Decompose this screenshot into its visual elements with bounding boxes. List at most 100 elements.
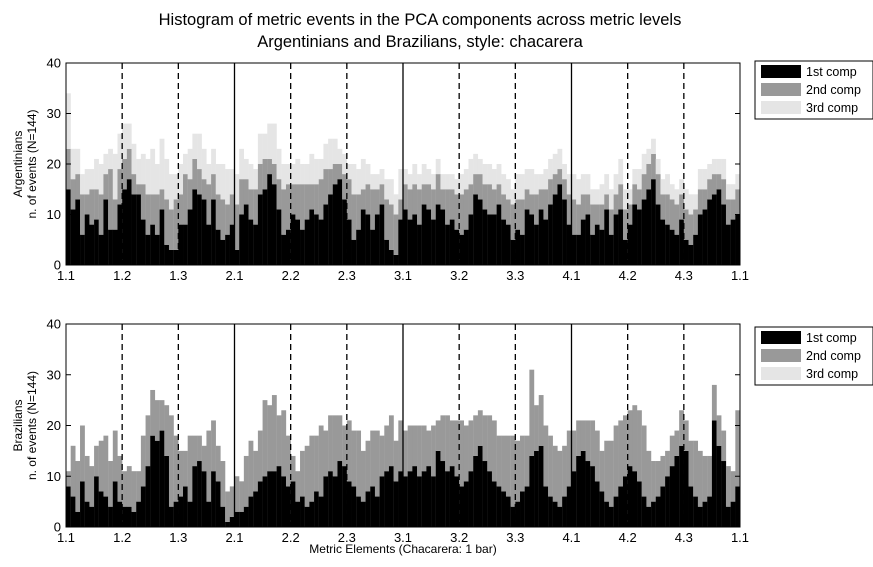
bar-3rd-comp-73 (407, 174, 413, 190)
bar-1st-comp-97 (520, 491, 525, 527)
bar-1st-comp-28 (197, 194, 202, 265)
bar-2nd-comp-108 (571, 430, 577, 472)
bar-1st-comp-138 (711, 420, 717, 528)
x-tick-label: 1.1 (731, 530, 749, 545)
bar-1st-comp-123 (641, 199, 647, 265)
bar-2nd-comp-59 (342, 425, 347, 467)
bar-1st-comp-49 (295, 219, 301, 265)
bar-3rd-comp-79 (435, 158, 441, 175)
bar-3rd-comp-30 (206, 164, 212, 185)
bar-3rd-comp-135 (697, 169, 703, 190)
bar-2nd-comp-23 (173, 435, 179, 502)
bar-1st-comp-53 (314, 214, 319, 265)
bar-2nd-comp-110 (580, 420, 586, 451)
bar-3rd-comp-77 (426, 169, 432, 185)
bar-2nd-comp-17 (145, 194, 151, 235)
bar-2nd-comp-131 (679, 194, 684, 220)
bar-3rd-comp-55 (323, 143, 329, 170)
bar-2nd-comp-75 (417, 425, 422, 477)
bar-2nd-comp-24 (178, 194, 184, 225)
bar-3rd-comp-36 (234, 174, 240, 205)
bar-2nd-comp-42 (262, 158, 268, 190)
bar-3rd-comp-25 (183, 153, 188, 175)
bar-2nd-comp-124 (646, 164, 652, 190)
bar-1st-comp-39 (248, 496, 254, 527)
bar-3rd-comp-141 (725, 184, 731, 200)
argentinians-panel: 0 10 20 30 40 1.1 1.2 1.3 2.1 2.2 2.3 3.1 3.2 3.3 4.1 4… (11, 56, 873, 283)
bar-2nd-comp-82 (449, 420, 455, 467)
bar-1st-comp-122 (637, 481, 642, 527)
bar-1st-comp-110 (580, 219, 586, 265)
bar-3rd-comp-15 (136, 158, 142, 185)
bar-2nd-comp-4 (84, 455, 90, 502)
bar-1st-comp-129 (669, 466, 675, 527)
bar-3rd-comp-121 (632, 169, 638, 185)
bar-1st-comp-15 (136, 194, 142, 265)
bar-1st-comp-56 (328, 471, 333, 528)
bar-1st-comp-108 (571, 234, 577, 265)
bar-2nd-comp-40 (253, 189, 259, 225)
bar-2nd-comp-34 (225, 204, 230, 235)
bar-1st-comp-83 (454, 476, 460, 527)
legend-swatch-3rd-comp (761, 367, 801, 380)
bar-2nd-comp-29 (201, 445, 207, 472)
bar-2nd-comp-102 (543, 425, 549, 487)
bar-2nd-comp-94 (505, 435, 511, 497)
y-tick-label: 0 (54, 258, 61, 273)
bar-2nd-comp-99 (529, 194, 535, 215)
bar-2nd-comp-79 (435, 420, 441, 451)
bar-1st-comp-124 (646, 189, 652, 265)
bar-2nd-comp-109 (576, 420, 582, 456)
bar-2nd-comp-137 (707, 179, 713, 200)
bar-3rd-comp-13 (126, 123, 132, 149)
bar-3rd-comp-50 (300, 164, 305, 185)
bar-1st-comp-8 (103, 496, 109, 527)
bar-2nd-comp-20 (159, 189, 165, 210)
bar-2nd-comp-5 (89, 466, 95, 507)
bar-2nd-comp-70 (393, 440, 399, 482)
bar-1st-comp-55 (323, 204, 329, 265)
y-tick-label: 40 (47, 56, 61, 71)
y-tick-label: 0 (54, 520, 61, 535)
bar-2nd-comp-75 (417, 189, 422, 225)
bar-3rd-comp-6 (94, 158, 99, 190)
bar-2nd-comp-41 (257, 164, 263, 195)
bar-1st-comp-35 (229, 516, 235, 527)
bar-1st-comp-104 (552, 501, 558, 528)
bar-2nd-comp-19 (154, 194, 160, 235)
bar-2nd-comp-119 (622, 209, 628, 240)
bar-1st-comp-32 (215, 229, 221, 265)
x-tick-label: 2.3 (338, 530, 356, 545)
bar-1st-comp-57 (332, 476, 338, 527)
chart-title-line-1: Histogram of metric events in the PCA co… (159, 11, 682, 29)
bar-2nd-comp-100 (534, 194, 539, 225)
bar-2nd-comp-118 (618, 420, 624, 487)
legend-label-1st-comp: 1st comp (806, 331, 857, 345)
bar-1st-comp-98 (524, 486, 530, 527)
bar-2nd-comp-57 (332, 164, 338, 185)
bar-1st-comp-9 (108, 229, 113, 265)
bar-2nd-comp-88 (477, 174, 483, 200)
bar-2nd-comp-122 (637, 189, 642, 210)
bar-1st-comp-105 (557, 506, 563, 527)
bar-1st-comp-12 (122, 189, 127, 265)
bar-1st-comp-5 (89, 224, 95, 265)
bar-1st-comp-64 (365, 491, 371, 527)
bar-2nd-comp-98 (524, 435, 530, 487)
bar-2nd-comp-56 (328, 415, 333, 472)
bar-3rd-comp-139 (716, 158, 722, 175)
bar-1st-comp-78 (431, 219, 436, 265)
bar-2nd-comp-78 (431, 189, 436, 220)
bar-2nd-comp-112 (590, 420, 596, 467)
bar-1st-comp-25 (183, 486, 188, 527)
bar-1st-comp-26 (187, 501, 193, 528)
bar-1st-comp-99 (529, 455, 535, 527)
bar-3rd-comp-87 (473, 153, 479, 175)
bar-2nd-comp-58 (337, 415, 343, 462)
bar-1st-comp-41 (257, 194, 263, 265)
legend-swatch-1st-comp (761, 65, 801, 78)
bar-2nd-comp-139 (716, 174, 722, 190)
bar-2nd-comp-98 (524, 189, 530, 210)
bar-3rd-comp-9 (108, 148, 113, 170)
bar-2nd-comp-83 (454, 420, 460, 477)
